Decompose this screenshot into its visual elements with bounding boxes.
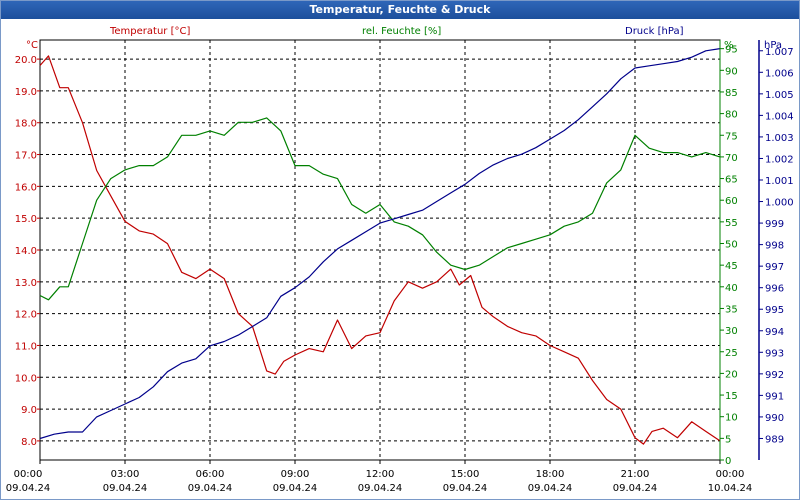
humidity-tick-label: 70 <box>725 153 738 164</box>
humidity-tick-label: 60 <box>725 196 738 207</box>
pressure-tick-label: 991 <box>765 391 784 402</box>
pressure-tick-label: 1.000 <box>765 198 794 209</box>
pressure-tick-label: 994 <box>765 327 784 338</box>
temperature-tick-label: 10.0 <box>15 373 37 384</box>
x-tick-date: 09.04.24 <box>273 483 318 494</box>
x-tick-time: 18:00 <box>536 469 565 480</box>
temperature-tick-label: 9.0 <box>21 405 37 416</box>
pressure-tick-label: 1.001 <box>765 176 794 187</box>
humidity-tick-label: 55 <box>725 218 738 229</box>
pressure-tick-label: 999 <box>765 219 784 230</box>
x-tick-date: 09.04.24 <box>103 483 148 494</box>
humidity-tick-label: 90 <box>725 66 738 77</box>
x-tick-time: 00:00 <box>14 469 43 480</box>
axes: 00:00 09.04.24 03:00 09.04.24 06:00 09.04.24 0… <box>6 45 794 494</box>
humidity-tick-label: 5 <box>725 434 731 445</box>
pressure-tick-label: 1.003 <box>765 133 794 144</box>
temperature-tick-label: 11.0 <box>15 341 37 352</box>
temperature-tick-label: 8.0 <box>21 437 37 448</box>
x-tick-time: 21:00 <box>621 469 650 480</box>
pressure-tick-label: 1.007 <box>765 47 794 58</box>
x-tick-date: 09.04.24 <box>188 483 233 494</box>
temperature-unit: °C <box>26 40 38 51</box>
temperature-tick-label: 15.0 <box>15 214 37 225</box>
temperature-tick-label: 20.0 <box>15 55 37 66</box>
x-tick-date: 09.04.24 <box>613 483 658 494</box>
humidity-tick-label: 95 <box>725 45 738 56</box>
series-lines <box>39 48 721 445</box>
humidity-unit: % <box>724 40 734 51</box>
legend-pressure: Druck [hPa] <box>625 26 684 37</box>
temperature-tick-label: 13.0 <box>15 278 37 289</box>
temperature-tick-label: 19.0 <box>15 87 37 98</box>
humidity-tick-label: 25 <box>725 348 738 359</box>
pressure-tick-label: 989 <box>765 434 784 445</box>
pressure-tick-label: 1.004 <box>765 111 794 122</box>
humidity-tick-label: 0 <box>725 456 731 467</box>
humidity-tick-label: 10 <box>725 413 738 424</box>
x-tick-date: 10.04.24 <box>708 483 753 494</box>
humidity-tick-label: 80 <box>725 110 738 121</box>
temperature-tick-label: 14.0 <box>15 246 37 257</box>
x-tick-time: 06:00 <box>196 469 225 480</box>
legend-humidity: rel. Feuchte [%] <box>362 26 441 37</box>
pressure-tick-label: 992 <box>765 370 784 381</box>
window-title: Temperatur, Feuchte & Druck <box>1 1 799 19</box>
pressure-tick-label: 996 <box>765 284 784 295</box>
humidity-tick-label: 15 <box>725 391 738 402</box>
pressure-tick-label: 995 <box>765 305 784 316</box>
humidity-tick-label: 85 <box>725 88 738 99</box>
humidity-tick-label: 50 <box>725 240 738 251</box>
x-tick-time: 09:00 <box>281 469 310 480</box>
humidity-tick-label: 40 <box>725 283 738 294</box>
humidity-tick-label: 20 <box>725 369 738 380</box>
x-tick-date: 09.04.24 <box>443 483 488 494</box>
pressure-tick-label: 1.006 <box>765 68 794 79</box>
temperature-tick-label: 12.0 <box>15 310 37 321</box>
legend-temperature: Temperatur [°C] <box>109 26 190 37</box>
x-tick-time: 15:00 <box>451 469 480 480</box>
pressure-tick-label: 997 <box>765 262 784 273</box>
humidity-tick-label: 75 <box>725 131 738 142</box>
temperature-tick-label: 18.0 <box>15 119 37 130</box>
x-tick-date: 09.04.24 <box>358 483 403 494</box>
x-tick-time: 12:00 <box>366 469 395 480</box>
pressure-series-line <box>39 48 721 440</box>
x-tick-time: 00:00 <box>716 469 745 480</box>
x-tick-date: 09.04.24 <box>528 483 573 494</box>
temperature-series-line <box>39 55 721 445</box>
temperature-tick-label: 16.0 <box>15 182 37 193</box>
humidity-tick-label: 30 <box>725 326 738 337</box>
pressure-tick-label: 1.002 <box>765 154 794 165</box>
temperature-tick-label: 17.0 <box>15 151 37 162</box>
humidity-tick-label: 45 <box>725 261 738 272</box>
pressure-unit: hPa <box>764 40 782 51</box>
x-tick-date: 09.04.24 <box>6 483 51 494</box>
pressure-tick-label: 1.005 <box>765 90 794 101</box>
pressure-tick-label: 998 <box>765 241 784 252</box>
pressure-tick-label: 993 <box>765 348 784 359</box>
x-tick-time: 03:00 <box>111 469 140 480</box>
pressure-tick-label: 990 <box>765 413 784 424</box>
humidity-tick-label: 35 <box>725 304 738 315</box>
grid-lines <box>40 40 720 460</box>
humidity-tick-label: 65 <box>725 175 738 186</box>
humidity-series-line <box>39 117 721 301</box>
